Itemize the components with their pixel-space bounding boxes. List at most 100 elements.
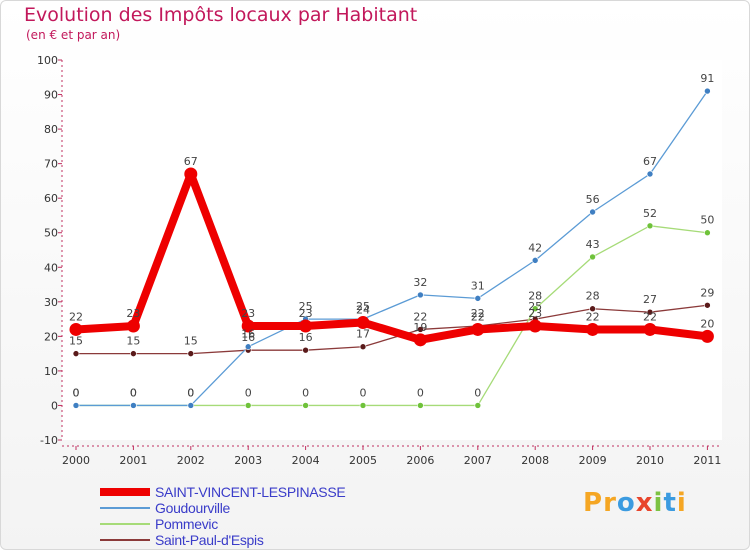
series-point-0 (241, 319, 255, 333)
data-label-0: 22 (471, 310, 485, 323)
data-label-2: 0 (302, 386, 309, 399)
y-tick-label: 40 (44, 261, 58, 274)
logo-letter: i (653, 488, 664, 518)
logo-letter: i (676, 488, 687, 518)
data-label-2: 28 (528, 290, 542, 303)
series-point-0 (299, 319, 313, 333)
logo-letter: P (583, 488, 604, 518)
legend-swatch (100, 507, 150, 509)
data-label-3: 15 (69, 335, 83, 348)
x-tick-label: 2011 (693, 454, 721, 467)
data-label-0: 23 (241, 307, 255, 320)
chart-legend: SAINT-VINCENT-LESPINASSE Goudourville Pomm… (100, 484, 380, 548)
data-label-3: 25 (528, 300, 542, 313)
series-point-2 (302, 402, 309, 409)
data-label-0: 22 (69, 310, 83, 323)
y-tick-label: 30 (44, 296, 58, 309)
series-line-3 (75, 304, 709, 355)
series-line-0 (72, 170, 712, 344)
legend-item: Pommevic (100, 516, 380, 532)
series-point-2 (646, 222, 654, 230)
series-point-2 (531, 305, 539, 313)
series-point-0 (471, 322, 485, 336)
series-point-3 (704, 301, 711, 309)
series-point-3 (72, 350, 80, 357)
data-label-2: 0 (73, 386, 80, 399)
series-point-2 (589, 253, 596, 261)
series-point-3 (417, 326, 424, 333)
data-label-2: 43 (586, 238, 600, 251)
x-tick-label: 2002 (177, 454, 205, 467)
series-point-3 (589, 305, 596, 313)
legend-label: Goudourville (155, 500, 230, 516)
chart-subtitle: (en € et par an) (26, 28, 121, 42)
series-point-3 (130, 350, 137, 357)
series-point-1 (244, 343, 252, 351)
series-point-1 (72, 402, 80, 409)
data-label-1: 25 (356, 300, 370, 313)
data-label-3: 29 (700, 286, 714, 299)
x-tick-label: 2007 (464, 454, 492, 467)
data-label-2: 0 (360, 386, 367, 399)
series-point-1 (531, 257, 539, 264)
legend-swatch (100, 488, 150, 496)
series-point-2 (704, 229, 711, 237)
data-label-0: 19 (413, 321, 427, 334)
data-label-0: 22 (643, 310, 657, 323)
series-point-0 (126, 319, 140, 333)
legend-swatch (100, 523, 150, 525)
data-label-2: 0 (417, 386, 424, 399)
logo-letter: x (635, 488, 654, 518)
data-label-1: 16 (241, 328, 255, 341)
x-tick-label: 2003 (234, 454, 262, 467)
legend-label: Pommevic (155, 516, 218, 532)
series-point-2 (474, 402, 482, 409)
logo-letter: o (616, 488, 636, 518)
data-label-1: 25 (299, 300, 313, 313)
series-point-0 (184, 167, 198, 181)
y-tick-label: 80 (44, 123, 58, 136)
y-tick-label: 60 (44, 192, 58, 205)
series-point-0 (356, 316, 370, 330)
y-tick-label: 0 (51, 399, 58, 412)
data-label-1: 42 (528, 241, 542, 254)
logo-letter: r (603, 488, 617, 518)
x-tick-label: 2004 (292, 454, 320, 467)
data-label-0: 20 (700, 317, 714, 330)
data-label-1: 91 (700, 72, 714, 85)
data-label-2: 52 (643, 207, 657, 220)
x-tick-label: 2010 (636, 454, 664, 467)
data-label-3: 16 (241, 331, 255, 344)
data-label-2: 0 (130, 386, 137, 399)
data-label-1: 0 (130, 386, 137, 399)
x-tick-label: 2000 (62, 454, 90, 467)
series-point-0 (643, 322, 657, 336)
series-point-1 (187, 402, 195, 409)
data-label-1: 0 (73, 386, 80, 399)
data-label-3: 22 (471, 307, 485, 320)
x-tick-label: 2001 (119, 454, 147, 467)
data-label-2: 0 (187, 386, 194, 399)
y-tick-label: 70 (44, 158, 58, 171)
data-label-0: 67 (184, 155, 198, 168)
y-tick-label: 20 (44, 330, 58, 343)
data-label-2: 0 (245, 386, 252, 399)
series-point-1 (704, 87, 711, 95)
data-label-2: 0 (474, 386, 481, 399)
data-label-1: 0 (187, 386, 194, 399)
chart-title: Evolution des Impôts locaux par Habitant (24, 4, 418, 26)
data-label-3: 17 (356, 328, 370, 341)
data-label-2: 50 (700, 214, 714, 227)
series-point-2 (417, 402, 424, 409)
series-point-3 (187, 350, 195, 357)
legend-swatch (100, 539, 150, 541)
y-tick-label: 50 (44, 227, 58, 240)
data-label-3: 28 (586, 290, 600, 303)
series-point-0 (586, 322, 600, 336)
x-tick-label: 2009 (579, 454, 607, 467)
legend-item: Goudourville (100, 500, 380, 516)
series-point-0 (69, 322, 83, 336)
y-tick-label: 10 (44, 365, 58, 378)
series-point-1 (417, 291, 424, 299)
series-point-0 (528, 319, 542, 333)
